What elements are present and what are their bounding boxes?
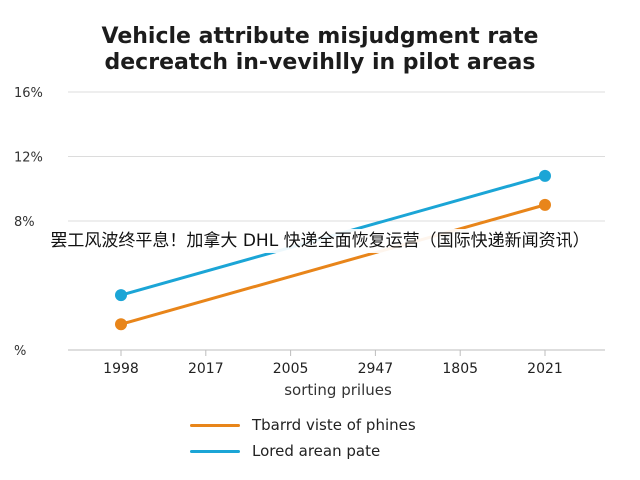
y-tick-label-0: %	[14, 344, 26, 359]
series-2-point-1	[115, 289, 127, 302]
y-tick-label-1: 8%	[14, 215, 35, 230]
legend-label-series-2: Lored arean pate	[252, 442, 381, 460]
x-tick-label-0: 1998	[103, 361, 139, 377]
series-2-point-2	[539, 169, 551, 182]
x-tick-label-3: 2947	[358, 361, 394, 377]
x-tick-label-2: 2005	[273, 361, 309, 377]
overlay-banner-text: 罢工风波终平息！加拿大 DHL 快递全面恢复运营（国际快递新闻资讯）	[0, 229, 640, 253]
series-line-1	[119, 203, 547, 326]
x-tick-label-4: 1805	[442, 361, 478, 377]
legend-label-series-1: Tbarrd viste of phines	[252, 416, 416, 434]
series-1-point-1	[115, 318, 127, 331]
x-tick-label-1: 2017	[188, 361, 224, 377]
legend-item-series-1: Tbarrd viste of phines	[190, 412, 416, 438]
series-1-point-2	[539, 198, 551, 211]
legend-swatch-series-2	[190, 449, 240, 453]
x-tick-label-5: 2021	[527, 361, 563, 377]
legend: Tbarrd viste of phines Lored arean pate	[190, 412, 416, 464]
y-tick-label-2: 12%	[14, 151, 43, 166]
legend-swatch-series-1	[190, 423, 240, 427]
chart-title-line-1: Vehicle attribute misjudgment rate	[101, 24, 539, 49]
y-tick-label-3: 16%	[14, 86, 43, 101]
chart-title-line-2: decreatch in-vevihlly in pilot areas	[104, 50, 536, 75]
x-axis-label: sorting prilues	[284, 381, 392, 399]
legend-item-series-2: Lored arean pate	[190, 438, 416, 464]
